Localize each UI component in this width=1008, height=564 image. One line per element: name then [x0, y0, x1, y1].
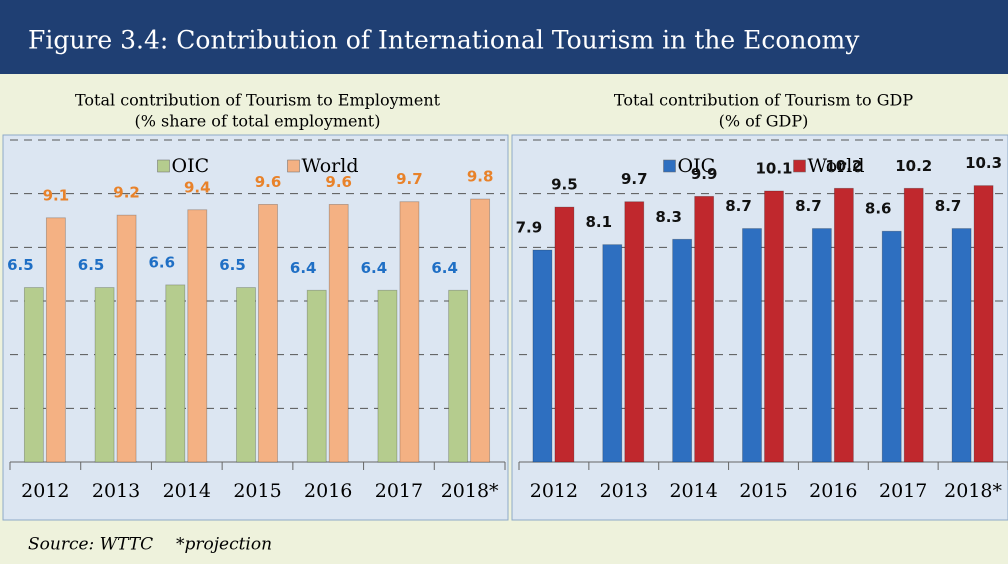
source: Source: WTTC	[28, 535, 153, 555]
value-label: 6.5	[219, 256, 246, 274]
value-label: 7.9	[516, 219, 543, 237]
bar	[45, 217, 66, 463]
value-label: 9.7	[621, 170, 648, 188]
legend-label: World	[302, 155, 359, 177]
x-tick-label: 2013	[600, 480, 648, 502]
x-tick-label: 2015	[739, 480, 787, 502]
bar	[764, 190, 784, 463]
bar	[672, 238, 693, 463]
value-label: 6.4	[431, 259, 458, 277]
bar	[258, 203, 278, 463]
value-label: 6.5	[78, 256, 105, 274]
x-tick-label: 2018*	[944, 480, 1002, 502]
x-tick-label: 2015	[233, 480, 281, 502]
value-label: 6.4	[361, 259, 388, 277]
legend-label: World	[808, 155, 865, 177]
legend-swatch	[793, 159, 806, 173]
bar	[187, 209, 208, 463]
bar	[903, 187, 924, 463]
bar	[951, 228, 972, 463]
bar	[554, 206, 575, 463]
bar	[399, 201, 420, 463]
legend-label: OIC	[678, 155, 716, 177]
value-label: 9.1	[43, 186, 70, 204]
value-label: 9.4	[184, 178, 211, 196]
value-label: 9.9	[691, 165, 718, 183]
bar	[23, 287, 44, 463]
value-label: 9.6	[255, 173, 282, 191]
legend-swatch	[663, 159, 676, 173]
chart-subtitle: (% share of total employment)	[135, 112, 381, 131]
bar	[94, 287, 115, 463]
legend-label: OIC	[172, 155, 210, 177]
x-tick-label: 2018*	[441, 480, 499, 502]
value-label: 8.7	[795, 197, 822, 215]
x-tick-label: 2012	[21, 480, 69, 502]
bar	[116, 214, 137, 463]
value-label: 8.7	[725, 197, 752, 215]
legend-swatch	[287, 159, 300, 173]
bar	[377, 289, 398, 463]
chart-subtitle: Total contribution of Tourism to GDP	[614, 91, 913, 110]
value-label: 8.1	[585, 213, 612, 231]
bar	[742, 228, 762, 463]
value-label: 9.2	[113, 184, 140, 202]
x-tick-label: 2012	[530, 480, 578, 502]
value-label: 10.2	[895, 157, 932, 175]
value-label: 9.8	[467, 168, 494, 186]
value-label: 9.6	[325, 173, 352, 191]
value-label: 8.6	[865, 200, 892, 218]
bar	[306, 289, 327, 463]
bar	[236, 287, 256, 463]
value-label: 6.6	[148, 253, 175, 271]
chart-subtitle: (% of GDP)	[719, 112, 809, 131]
value-label: 6.5	[7, 256, 34, 274]
value-label: 8.7	[935, 197, 962, 215]
bar	[973, 185, 994, 463]
value-label: 9.5	[551, 176, 578, 194]
chart-subtitle: Total contribution of Tourism to Employm…	[75, 91, 441, 110]
value-label: 10.3	[965, 154, 1002, 172]
value-label: 9.7	[396, 170, 423, 188]
bar	[602, 244, 623, 463]
x-tick-label: 2014	[669, 480, 717, 502]
bar	[694, 195, 715, 463]
bar	[811, 228, 832, 463]
value-label: 10.1	[755, 159, 792, 177]
bar	[165, 284, 186, 463]
bar	[833, 187, 854, 463]
bar	[532, 249, 553, 463]
x-tick-label: 2016	[809, 480, 857, 502]
figure-title: Figure 3.4: Contribution of Internationa…	[28, 26, 860, 55]
bar	[881, 230, 902, 463]
note: *projection	[176, 535, 272, 555]
x-tick-label: 2017	[375, 480, 423, 502]
value-label: 8.3	[655, 208, 682, 226]
bar	[448, 289, 469, 463]
value-label: 10.2	[825, 157, 862, 175]
legend-swatch	[157, 159, 170, 173]
bar	[328, 203, 349, 463]
bar	[470, 198, 491, 463]
x-tick-label: 2017	[879, 480, 927, 502]
x-tick-label: 2013	[92, 480, 140, 502]
x-tick-label: 2016	[304, 480, 352, 502]
x-tick-label: 2014	[163, 480, 211, 502]
bar	[624, 201, 645, 463]
value-label: 6.4	[290, 259, 317, 277]
header-band	[0, 0, 1008, 74]
